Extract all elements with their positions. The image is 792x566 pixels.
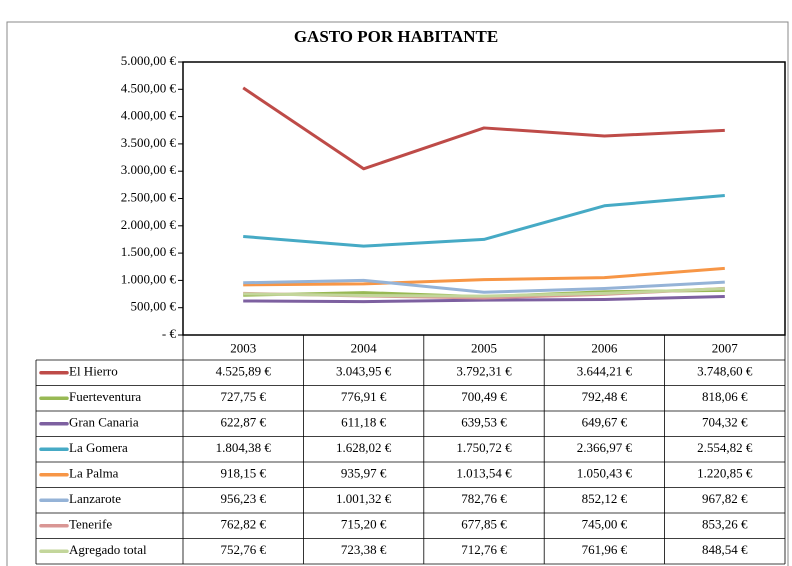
table-cell: 3.748,60 € bbox=[697, 364, 753, 379]
x-tick-label: 2003 bbox=[230, 340, 256, 355]
y-tick-label: 4.000,00 € bbox=[121, 108, 177, 123]
y-tick-label: - € bbox=[162, 326, 177, 341]
table-cell: 752,76 € bbox=[220, 542, 266, 557]
table-cell: 852,12 € bbox=[582, 491, 628, 506]
legend-label: Agregado total bbox=[69, 542, 147, 557]
table-cell: 1.220,85 € bbox=[697, 466, 753, 481]
table-cell: 782,76 € bbox=[461, 491, 507, 506]
series-line bbox=[243, 295, 725, 304]
table-cell: 1.804,38 € bbox=[216, 440, 272, 455]
table-cell: 611,18 € bbox=[341, 415, 387, 430]
x-tick-label: 2004 bbox=[351, 340, 378, 355]
table-cell: 727,75 € bbox=[220, 389, 266, 404]
y-tick-label: 5.000,00 € bbox=[121, 53, 177, 68]
series-line bbox=[243, 278, 725, 294]
table-cell: 1.628,02 € bbox=[336, 440, 392, 455]
table-cell: 2.554,82 € bbox=[697, 440, 753, 455]
series-line bbox=[242, 86, 725, 171]
table-cell: 712,76 € bbox=[461, 542, 507, 557]
table-cell: 776,91 € bbox=[341, 389, 387, 404]
table-cell: 792,48 € bbox=[582, 389, 628, 404]
legend-label: La Gomera bbox=[69, 440, 128, 455]
x-tick-label: 2005 bbox=[471, 340, 497, 355]
table-cell: 723,38 € bbox=[341, 542, 387, 557]
table-cell: 649,67 € bbox=[582, 415, 628, 430]
legend-label: Fuerteventura bbox=[69, 389, 141, 404]
table-cell: 956,23 € bbox=[220, 491, 266, 506]
legend-label: Lanzarote bbox=[69, 491, 121, 506]
table-cell: 1.001,32 € bbox=[336, 491, 392, 506]
legend-label: La Palma bbox=[69, 466, 119, 481]
table-cell: 622,87 € bbox=[220, 415, 266, 430]
table-cell: 935,97 € bbox=[341, 466, 387, 481]
y-tick-label: 1.000,00 € bbox=[121, 271, 177, 286]
table-cell: 818,06 € bbox=[702, 389, 748, 404]
table-cell: 745,00 € bbox=[582, 517, 628, 532]
table-cell: 677,85 € bbox=[461, 517, 507, 532]
legend-label: Gran Canaria bbox=[69, 415, 139, 430]
table-cell: 715,20 € bbox=[341, 517, 387, 532]
y-tick-label: 2.500,00 € bbox=[121, 189, 177, 204]
legend-label: El Hierro bbox=[69, 364, 118, 379]
x-tick-label: 2006 bbox=[591, 340, 618, 355]
table-cell: 853,26 € bbox=[702, 517, 748, 532]
table-cell: 704,32 € bbox=[702, 415, 748, 430]
series-line bbox=[243, 287, 725, 298]
y-tick-label: 4.500,00 € bbox=[121, 80, 177, 95]
table-cell: 3.792,31 € bbox=[456, 364, 512, 379]
table-cell: 918,15 € bbox=[220, 466, 266, 481]
x-tick-label: 2007 bbox=[712, 340, 739, 355]
y-tick-label: 500,00 € bbox=[131, 299, 177, 314]
table-cell: 3.644,21 € bbox=[577, 364, 633, 379]
y-tick-label: 3.500,00 € bbox=[121, 135, 177, 150]
table-cell: 3.043,95 € bbox=[336, 364, 392, 379]
y-tick-label: 3.000,00 € bbox=[121, 162, 177, 177]
y-tick-label: 2.000,00 € bbox=[121, 217, 177, 232]
table-cell: 1.750,72 € bbox=[456, 440, 512, 455]
table-cell: 967,82 € bbox=[702, 491, 748, 506]
table-cell: 639,53 € bbox=[461, 415, 507, 430]
y-tick-label: 1.500,00 € bbox=[121, 244, 177, 259]
table-cell: 700,49 € bbox=[461, 389, 507, 404]
table-cell: 4.525,89 € bbox=[216, 364, 272, 379]
table-cell: 761,96 € bbox=[582, 542, 628, 557]
chart-title: GASTO POR HABITANTE bbox=[294, 27, 498, 46]
table-cell: 2.366,97 € bbox=[577, 440, 633, 455]
table-cell: 1.050,43 € bbox=[577, 466, 633, 481]
series-line bbox=[243, 194, 725, 248]
table-cell: 1.013,54 € bbox=[456, 466, 512, 481]
series-line bbox=[243, 266, 725, 287]
table-cell: 848,54 € bbox=[702, 542, 748, 557]
table-cell: 762,82 € bbox=[220, 517, 266, 532]
legend-label: Tenerife bbox=[69, 517, 112, 532]
